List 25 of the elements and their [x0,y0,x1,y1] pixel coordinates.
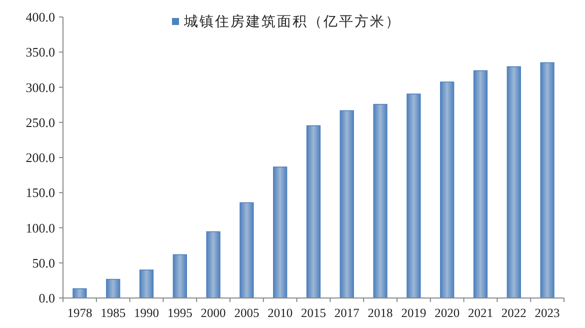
y-tick-label: 300.0 [26,80,55,95]
x-tick-label: 2018 [368,306,393,320]
y-tick-label: 150.0 [26,185,55,200]
y-tick-label: 50.0 [32,255,55,270]
x-tick-label: 2019 [401,306,426,320]
x-tick-label: 1985 [100,306,126,320]
x-tick-label: 2017 [334,306,360,320]
x-tick-label: 2022 [501,306,526,320]
y-tick-label: 350.0 [26,44,55,60]
y-tick-label: 100.0 [26,220,55,236]
legend-label: 城镇住房建筑面积（亿平方米） [183,14,401,30]
x-tick-label: 1978 [67,306,92,320]
y-tick-label: 200.0 [26,150,55,165]
x-tick-label: 2023 [534,306,560,320]
x-tick-label: 1995 [167,306,192,320]
y-tick-label: 400.0 [26,10,55,24]
x-tick-label: 2000 [200,306,226,320]
x-tick-label: 2020 [434,306,460,320]
x-tick-label: 2015 [301,306,326,320]
x-tick-label: 2010 [268,306,293,320]
y-tick-label: 250.0 [26,114,55,130]
x-tick-label: 1990 [134,306,159,320]
y-tick-label: 0.0 [38,290,55,306]
x-tick-label: 2021 [468,306,493,320]
x-tick-label: 2005 [234,306,260,320]
